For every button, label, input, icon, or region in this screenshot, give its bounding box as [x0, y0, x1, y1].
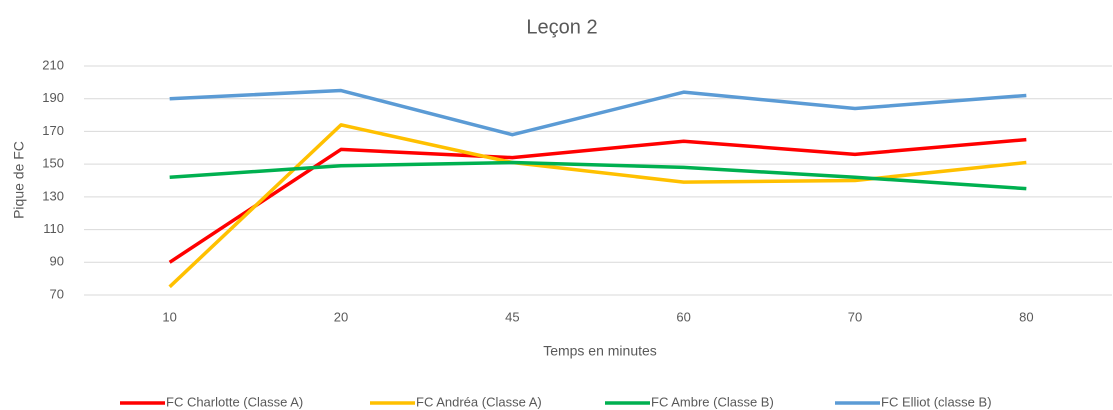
legend-label: FC Ambre (Classe B) [651, 394, 774, 409]
line-series [169, 160, 1027, 191]
y-tick-label: 170 [42, 123, 64, 138]
x-tick-label: 80 [1019, 309, 1033, 324]
y-tick-label: 70 [50, 286, 64, 301]
line-series [168, 137, 1027, 264]
legend-label: FC Elliot (classe B) [881, 394, 992, 409]
chart-title: Leçon 2 [526, 16, 597, 38]
y-tick-label: 190 [42, 90, 64, 105]
y-tick-label: 210 [42, 57, 64, 72]
x-axis-title: Temps en minutes [543, 343, 657, 359]
legend-label: FC Andréa (Classe A) [416, 394, 542, 409]
y-tick-label: 90 [50, 254, 64, 269]
y-tick-label: 130 [42, 188, 64, 203]
legend-label: FC Charlotte (Classe A) [166, 394, 303, 409]
x-tick-label: 45 [505, 309, 519, 324]
line-series [169, 88, 1027, 137]
x-tick-label: 70 [848, 309, 862, 324]
x-tick-label: 60 [676, 309, 690, 324]
y-tick-label: 150 [42, 156, 64, 171]
y-tick-label: 110 [43, 221, 64, 236]
x-tick-label: 10 [162, 309, 176, 324]
x-tick-label: 20 [334, 309, 348, 324]
y-axis-title: Pique de FC [11, 141, 27, 219]
